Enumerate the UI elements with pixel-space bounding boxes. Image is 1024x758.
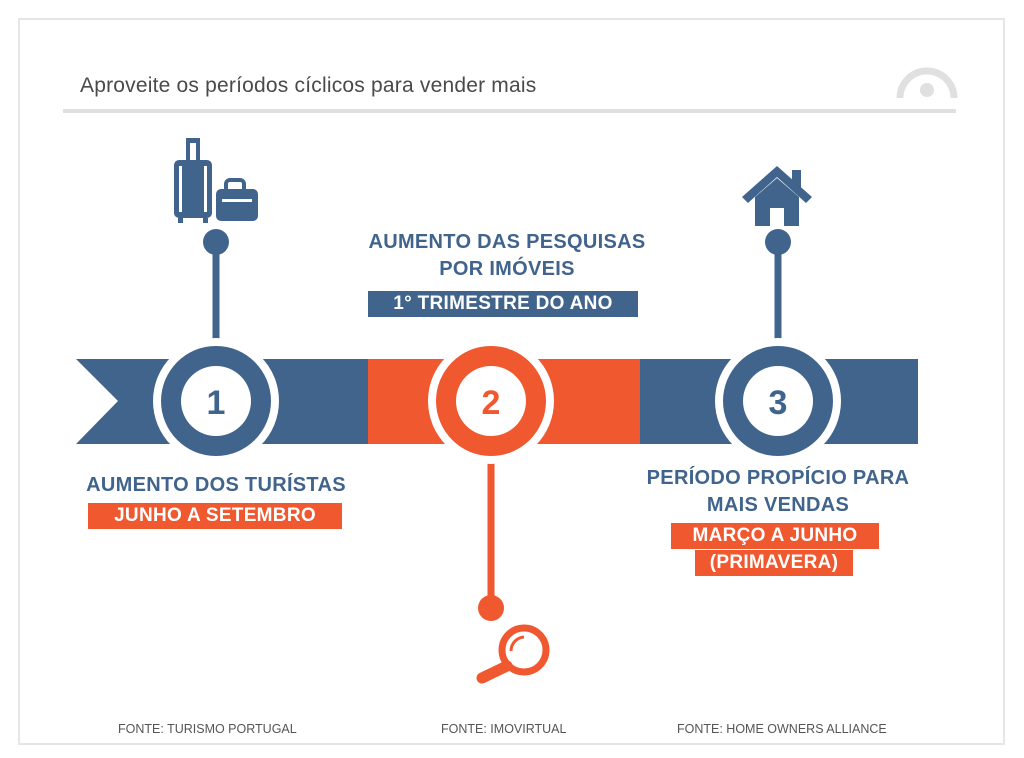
brand-logo-icon — [896, 67, 958, 99]
step-3-heading-line-2: MAIS VENDAS — [706, 494, 850, 516]
slide-frame — [18, 18, 1005, 745]
step-number-2: 2 — [482, 384, 501, 422]
step-2-heading-line-2: POR IMÓVEIS — [439, 258, 575, 280]
step-3-period-line-2: (PRIMAVERA) — [695, 550, 853, 576]
step-3-period-line-1: MARÇO A JUNHO — [671, 523, 879, 549]
connector-dot-3 — [765, 229, 791, 255]
step-number-1: 1 — [207, 384, 226, 422]
luggage-icon — [174, 138, 258, 223]
connector-dot-2 — [478, 595, 504, 621]
magnifier-icon — [476, 624, 550, 684]
step-1-heading: AUMENTO DOS TURÍSTAS — [86, 474, 346, 496]
slide-title: Aproveite os períodos cíclicos para vend… — [80, 74, 537, 97]
step-2-period: 1° TRIMESTRE DO ANO — [368, 291, 638, 317]
title-divider — [63, 109, 956, 113]
source-3: FONTE: HOME OWNERS ALLIANCE — [677, 722, 887, 736]
step-3-heading-line-1: PERÍODO PROPÍCIO PARA — [646, 467, 910, 489]
step-2-heading-line-1: AUMENTO DAS PESQUISAS — [368, 231, 646, 253]
source-2: FONTE: IMOVIRTUAL — [441, 722, 567, 736]
house-icon — [742, 166, 812, 226]
step-number-3: 3 — [769, 384, 788, 422]
source-1: FONTE: TURISMO PORTUGAL — [118, 722, 297, 736]
connector-dot-1 — [203, 229, 229, 255]
step-1-period: JUNHO A SETEMBRO — [88, 503, 342, 529]
